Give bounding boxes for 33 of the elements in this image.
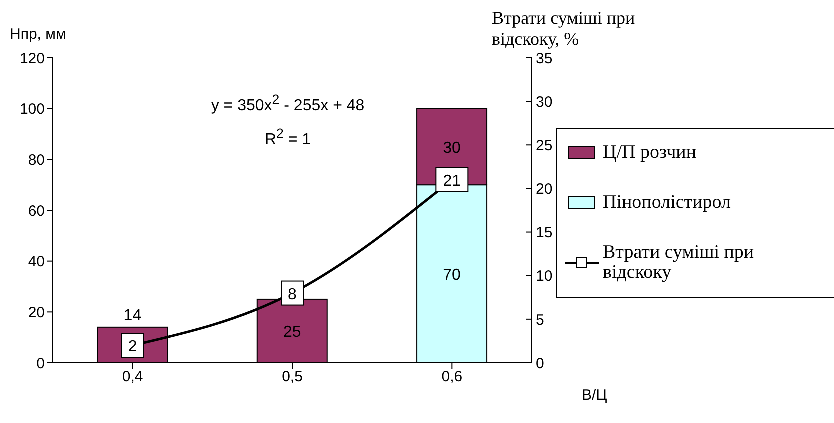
annotation: R$^{2}$ = 1 <box>264 126 312 149</box>
legend-label: Пінополістирол <box>603 192 731 213</box>
y2-tick-label: 25 <box>536 137 553 154</box>
y-tick-label: 100 <box>20 101 45 118</box>
y-tick-label: 120 <box>20 50 45 68</box>
data-label: 8 <box>288 286 298 304</box>
y-tick-label: 20 <box>28 304 45 322</box>
x-tick-label: 0,6 <box>442 368 463 386</box>
x-tick-label: 0,4 <box>122 368 144 386</box>
data-label: 14 <box>124 307 142 324</box>
y-axis-title: Нпр, мм <box>10 26 66 43</box>
x-axis-title: В/Ц <box>582 387 608 404</box>
y2-tick-label: 20 <box>536 181 553 198</box>
y2-tick-label: 35 <box>536 50 553 68</box>
y-tick-label: 80 <box>28 152 45 169</box>
y2-tick-label: 30 <box>536 94 553 111</box>
y2-tick-label: 10 <box>536 268 553 286</box>
data-label: 70 <box>443 267 462 284</box>
data-label: 2 <box>128 338 138 356</box>
data-label: 21 <box>443 173 462 190</box>
y2-tick-label: 15 <box>536 224 553 242</box>
legend-label: Ц/П розчин <box>603 142 696 163</box>
y2-tick-label: 5 <box>536 312 544 329</box>
annotation: y = 350x$^{2}$ - 255x + 48 <box>210 91 366 116</box>
legend-label: Втрати суміші при відскоку <box>603 242 756 283</box>
y-tick-label: 0 <box>36 355 45 372</box>
data-label: 25 <box>283 324 302 342</box>
y2-tick-label: 0 <box>536 355 544 372</box>
y2-axis-title: Втрати суміші при відскоку, % <box>492 8 636 50</box>
x-tick-label: 0,5 <box>282 368 303 386</box>
data-label: 30 <box>443 140 462 157</box>
y-tick-label: 40 <box>28 254 45 271</box>
y-tick-label: 60 <box>28 202 45 220</box>
